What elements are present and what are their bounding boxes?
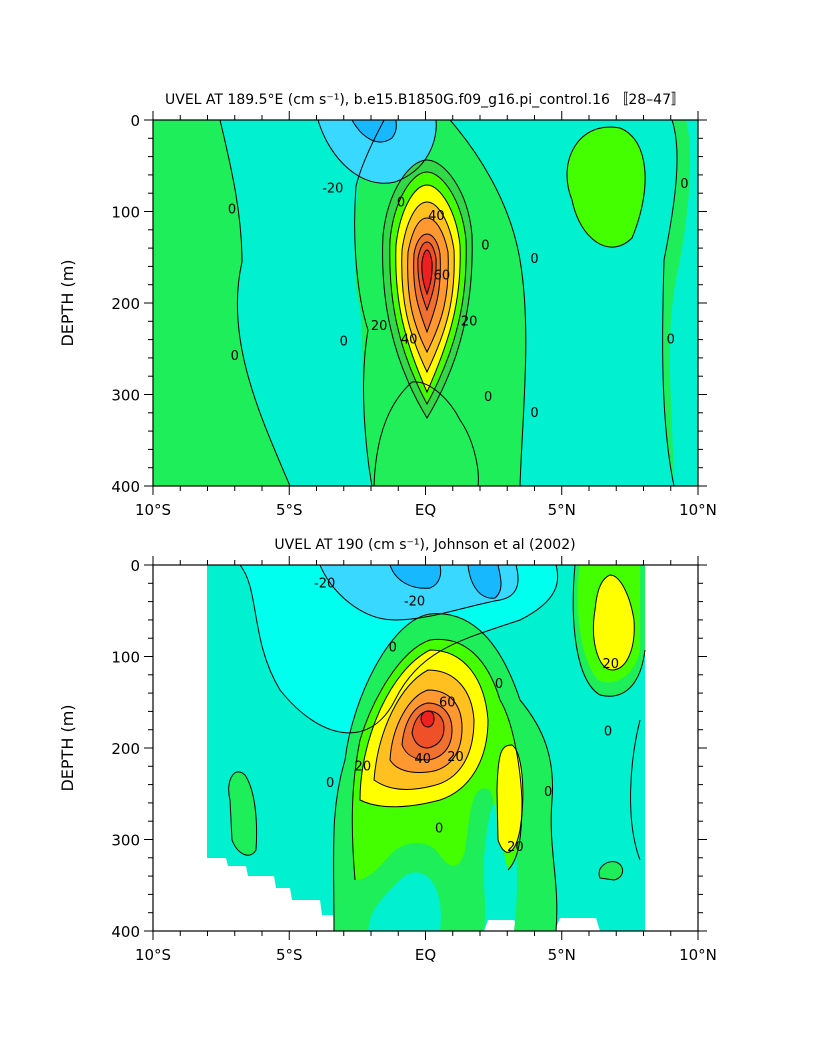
top-contour-label: 0 <box>481 238 489 253</box>
x-tick-label: 5°N <box>548 501 576 519</box>
top-panel: UVEL AT 189.5°E (cm s⁻¹), b.e15.B1850G.f… <box>58 92 717 519</box>
bottom-contour-label: 0 <box>604 725 612 740</box>
top-contour-label: 0 <box>484 390 492 405</box>
top-contour-label: 40 <box>401 333 418 348</box>
bottom-y-axis-title: DEPTH (m) <box>58 704 77 791</box>
bottom-contour-label: 20 <box>603 657 620 672</box>
y-tick-label: 0 <box>130 557 140 575</box>
top-contour-label: 0 <box>680 177 688 192</box>
y-tick-label: 100 <box>111 649 140 667</box>
bottom-contour-label: 0 <box>544 785 552 800</box>
top-contour-label: 60 <box>434 269 451 284</box>
bottom-contour-label: -20 <box>404 595 425 610</box>
x-tick-label: 5°N <box>548 946 576 964</box>
top-contour-label: 0 <box>228 203 236 218</box>
y-tick-label: 300 <box>111 832 140 850</box>
top-contour-label: 40 <box>428 209 445 224</box>
y-tick-label: 100 <box>111 204 140 222</box>
x-tick-label: EQ <box>415 501 436 519</box>
top-contour-label: 20 <box>371 319 388 334</box>
top-contour-label: 0 <box>231 349 239 364</box>
y-tick-label: 200 <box>111 295 140 313</box>
bottom-panel: UVEL AT 190 (cm s⁻¹), Johnson et al (200… <box>58 537 717 964</box>
y-tick-label: 400 <box>111 478 140 496</box>
top-contour-label: 0 <box>397 195 405 210</box>
top-y-axis-title: DEPTH (m) <box>58 259 77 346</box>
bottom-contour-label: 0 <box>435 822 443 837</box>
bottom-contour-label: 0 <box>389 640 397 655</box>
y-tick-label: 200 <box>111 740 140 758</box>
bottom-contour-labels: -20 -20 0 60 20 40 20 0 20 0 0 0 0 20 <box>314 576 619 855</box>
y-tick-label: 400 <box>111 923 140 941</box>
bottom-contour-label: 20 <box>355 759 372 774</box>
x-tick-label: 5°S <box>276 501 303 519</box>
bottom-panel-title: UVEL AT 190 (cm s⁻¹), Johnson et al (200… <box>274 537 575 553</box>
x-tick-label: 10°S <box>135 501 171 519</box>
bottom-contour-label: 20 <box>507 840 524 855</box>
bottom-contour-label: 0 <box>495 677 503 692</box>
top-contour-lines <box>219 120 678 486</box>
top-contour-label: 0 <box>667 333 675 348</box>
bottom-contour-label: 40 <box>415 752 432 767</box>
x-tick-label: 5°S <box>276 946 303 964</box>
x-tick-label: 10°N <box>679 946 717 964</box>
y-tick-label: 0 <box>130 112 140 130</box>
top-contour-label: 0 <box>530 406 538 421</box>
top-contour-label: 0 <box>340 334 348 349</box>
top-contour-label: -20 <box>322 182 343 197</box>
bottom-contour-label: 20 <box>447 750 464 765</box>
top-panel-title: UVEL AT 189.5°E (cm s⁻¹), b.e15.B1850G.f… <box>165 92 685 108</box>
x-tick-label: 10°S <box>135 946 171 964</box>
bottom-contour-lines <box>228 565 646 931</box>
x-tick-label: EQ <box>415 946 436 964</box>
top-contour-fill <box>153 120 698 486</box>
top-contour-label: 20 <box>461 314 478 329</box>
x-tick-label: 10°N <box>679 501 717 519</box>
bottom-contour-label: -20 <box>314 576 335 591</box>
bottom-contour-label: 60 <box>439 695 456 710</box>
y-tick-label: 300 <box>111 387 140 405</box>
top-contour-label: 0 <box>530 252 538 267</box>
bottom-contour-label: 0 <box>326 776 334 791</box>
top-contour-labels: -20 0 0 0 0 40 60 20 40 20 0 0 0 0 0 0 <box>228 177 689 421</box>
